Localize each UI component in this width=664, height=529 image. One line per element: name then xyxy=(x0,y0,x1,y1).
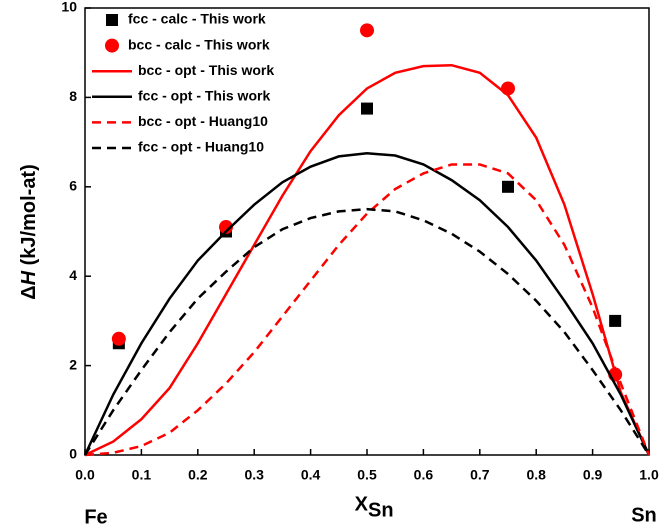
y-tick-label: 10 xyxy=(61,0,77,15)
curve xyxy=(84,163,651,457)
x-axis-label-sub: Sn xyxy=(368,499,394,521)
x-tick-label: 0.5 xyxy=(357,467,377,483)
data-point xyxy=(501,81,515,96)
y-label-symbol: H xyxy=(18,270,40,285)
x-tick-label: 0.6 xyxy=(414,467,434,483)
data-point xyxy=(219,220,233,235)
y-label-delta: Δ xyxy=(18,285,40,299)
legend-label: fcc - calc - This work xyxy=(128,11,266,27)
x-end-label: Fe xyxy=(84,506,107,528)
data-point xyxy=(111,331,126,346)
x-tick-label: 0.9 xyxy=(583,467,603,483)
legend-label: bcc - opt - Huang10 xyxy=(138,113,268,129)
y-tick-label: 0 xyxy=(69,446,77,462)
y-axis-label: ΔH (kJ/mol-at) xyxy=(18,164,40,300)
legend-marker xyxy=(105,38,119,53)
curve xyxy=(83,207,651,456)
x-tick-label: 0.4 xyxy=(301,467,321,483)
data-point xyxy=(360,23,374,38)
x-tick-label: 0.0 xyxy=(75,467,95,483)
x-tick-label: 0.3 xyxy=(244,467,264,483)
data-point xyxy=(361,102,373,115)
curve xyxy=(84,63,651,457)
y-tick-label: 6 xyxy=(69,178,77,194)
y-tick-label: 8 xyxy=(69,88,77,104)
x-end-label: Sn xyxy=(631,504,657,526)
curve xyxy=(83,152,651,456)
data-point xyxy=(502,180,514,193)
legend-marker xyxy=(106,14,118,26)
x-tick-label: 1.0 xyxy=(639,467,659,483)
x-axis-label: X xyxy=(355,493,369,515)
x-tick-label: 0.7 xyxy=(470,467,490,483)
legend-label: bcc - opt - This work xyxy=(138,62,274,78)
y-label-unit: (kJ/mol-at) xyxy=(18,164,40,271)
legend-label: fcc - opt - This work xyxy=(138,88,270,104)
plot-frame xyxy=(84,7,650,456)
legend-label: bcc - calc - This work xyxy=(128,36,270,52)
data-point xyxy=(609,314,622,327)
y-tick-label: 2 xyxy=(69,356,77,372)
x-tick-label: 0.2 xyxy=(188,467,208,483)
y-tick-label: 4 xyxy=(69,267,77,283)
legend-label: fcc - opt - Huang10 xyxy=(138,139,264,155)
x-tick-label: 0.8 xyxy=(526,467,546,483)
x-tick-label: 0.1 xyxy=(132,467,152,483)
